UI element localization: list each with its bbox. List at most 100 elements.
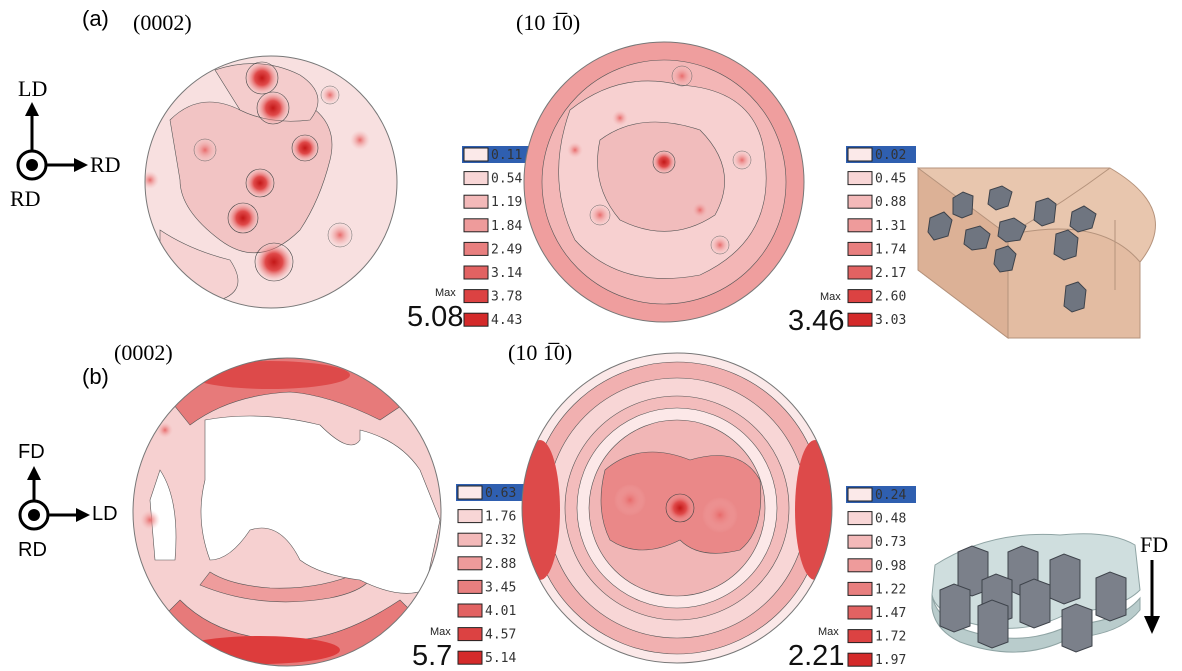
legend-swatch: [463, 312, 489, 327]
legend-swatch: [847, 558, 873, 573]
legend-swatch: [847, 147, 873, 162]
legend-value: 3.45: [485, 580, 516, 595]
legend-value: 1.22: [875, 582, 906, 597]
legend-value: 1.84: [491, 219, 522, 234]
legend-value: 0.73: [875, 535, 906, 550]
arrow-down-icon: [1144, 616, 1160, 634]
arrow-up-icon: [25, 102, 39, 116]
legend-value: 3.14: [491, 266, 522, 281]
axis-b-right: LD: [92, 503, 118, 525]
legend-value: 2.32: [485, 533, 516, 548]
legend-value: 1.47: [875, 606, 906, 621]
legend-value: 5.14: [485, 651, 516, 666]
arrow-up-icon: [27, 466, 41, 480]
legend-a1: 0.11 0.54 1.19 1.84 2.49 3.14 3.78 4.43: [462, 146, 532, 328]
legend-swatch: [457, 532, 483, 547]
legend-swatch: [463, 265, 489, 280]
axes-a: LD RD RD: [10, 76, 121, 211]
legend-swatch: [847, 605, 873, 620]
axis-a-right: RD: [90, 152, 121, 177]
legend-value: 3.03: [875, 313, 906, 328]
legend-value: 1.74: [875, 242, 906, 257]
legend-b1: 0.63 1.76 2.32 2.88 3.45 4.01 4.57 5.14: [456, 484, 526, 666]
legend-swatch: [847, 289, 873, 304]
legend-swatch: [847, 652, 873, 667]
legend-value: 1.72: [875, 630, 906, 645]
pole-figure-a2: [524, 42, 804, 322]
legend-swatch: [457, 579, 483, 594]
legend-value: 0.54: [491, 172, 522, 187]
legend-value: 1.76: [485, 510, 516, 525]
legend-swatch: [463, 147, 489, 162]
legend-swatch: [847, 312, 873, 327]
legend-value: 3.78: [491, 290, 522, 305]
legend-swatch: [463, 171, 489, 186]
legend-swatch: [457, 627, 483, 642]
pole-b1-max-label: Max: [430, 626, 451, 638]
schematic-b-arrow-label: FD: [1140, 532, 1168, 557]
legend-value: 0.88: [875, 195, 906, 210]
pole-b2-max-value: 2.21: [788, 640, 844, 671]
legend-value: 2.60: [875, 290, 906, 305]
legend-swatch: [463, 241, 489, 256]
legend-swatch: [847, 171, 873, 186]
legend-swatch: [847, 265, 873, 280]
legend-swatch: [457, 650, 483, 665]
legend-value: 1.97: [875, 653, 906, 668]
legend-swatch: [457, 485, 483, 500]
pole-a1-max-value: 5.08: [407, 301, 463, 333]
legend-value: 1.31: [875, 219, 906, 234]
legend-swatch: [847, 241, 873, 256]
pole-b1-plane: (0002): [114, 340, 173, 365]
legend-swatch: [847, 511, 873, 526]
legend-value: 1.19: [491, 195, 522, 210]
legend-value: 2.88: [485, 557, 516, 572]
legend-swatch: [463, 289, 489, 304]
legend-value: 0.45: [875, 172, 906, 187]
legend-swatch: [457, 556, 483, 571]
axis-b-up: FD: [18, 441, 45, 463]
schematic-b: FD: [931, 532, 1168, 653]
axis-a-up: LD: [18, 76, 47, 101]
arrow-right-icon: [74, 158, 88, 172]
legend-a2: 0.02 0.45 0.88 1.31 1.74 2.17 2.60 3.03: [846, 146, 916, 328]
pole-figure-b2: [522, 353, 832, 663]
legend-swatch: [847, 218, 873, 233]
panel-b-label: (b): [82, 364, 109, 389]
pole-b2-plane: (10 1̅0): [508, 340, 572, 365]
legend-swatch: [847, 629, 873, 644]
legend-value: 0.24: [875, 488, 906, 503]
legend-swatch: [847, 487, 873, 502]
schematic-a: [917, 167, 1156, 340]
legend-value: 0.11: [491, 148, 522, 163]
legend-swatch: [847, 194, 873, 209]
legend-swatch: [457, 509, 483, 524]
pole-figure-b1: [133, 358, 441, 666]
legend-swatch: [457, 603, 483, 618]
legend-value: 0.98: [875, 559, 906, 574]
pole-a2-max-label: Max: [820, 291, 841, 303]
legend-swatch: [847, 581, 873, 596]
pole-figure-a1: [145, 56, 397, 308]
legend-b2: 0.24 0.48 0.73 0.98 1.22 1.47 1.72 1.97: [846, 486, 916, 668]
axes-b: FD LD RD: [18, 441, 118, 561]
axis-a-center: RD: [10, 186, 41, 211]
arrow-right-icon: [76, 508, 90, 522]
legend-value: 4.43: [491, 313, 522, 328]
legend-swatch: [463, 194, 489, 209]
pole-a2-max-value: 3.46: [788, 305, 844, 337]
legend-value: 0.48: [875, 512, 906, 527]
panel-a-label: (a): [82, 6, 109, 31]
legend-value: 4.01: [485, 604, 516, 619]
pole-a1-max-label: Max: [435, 287, 456, 299]
pole-b2-max-label: Max: [818, 626, 839, 638]
legend-value: 0.02: [875, 148, 906, 163]
legend-value: 2.17: [875, 266, 906, 281]
legend-value: 0.63: [485, 486, 516, 501]
legend-swatch: [847, 534, 873, 549]
axis-b-center: RD: [18, 539, 47, 561]
pole-b1-max-value: 5.7: [412, 640, 452, 671]
pole-a1-plane: (0002): [133, 10, 192, 35]
pole-a2-plane: (10 1̅0): [516, 10, 580, 35]
